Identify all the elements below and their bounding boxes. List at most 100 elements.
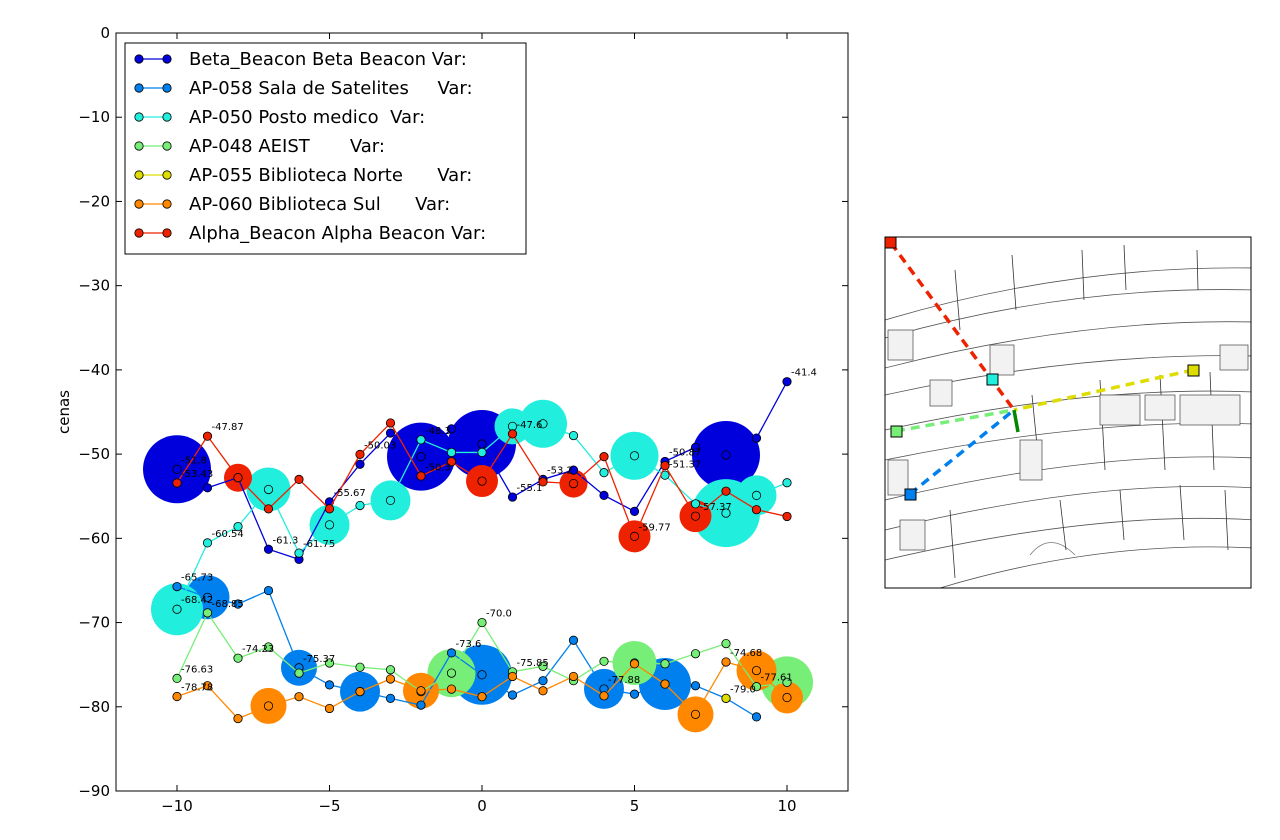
data-label-12: -55.67 <box>334 488 366 499</box>
data-label-2: -47.87 <box>212 422 244 433</box>
point-s0-0 <box>172 464 182 474</box>
point-s6-7 <box>385 418 396 428</box>
point-s6-2 <box>233 473 243 483</box>
data-label-25: -50.87 <box>669 447 701 458</box>
point-s1-19 <box>751 712 762 722</box>
point-s0-8 <box>416 452 426 462</box>
data-label-4: -68.42 <box>181 595 213 606</box>
data-label-29: -79.0 <box>730 684 756 695</box>
point-s5-4 <box>294 692 304 702</box>
point-s0-10 <box>477 439 487 449</box>
point-s2-0 <box>172 604 182 614</box>
point-s3-4 <box>294 668 304 678</box>
point-s5-20 <box>782 692 792 703</box>
floorplan-marker-ap050 <box>986 373 999 386</box>
legend-entry-6: Alpha_Beacon Alpha Beacon Var: <box>189 223 486 244</box>
point-s6-8 <box>416 471 426 481</box>
y-tick-label-3: −30 <box>78 277 110 295</box>
point-s0-14 <box>599 490 609 500</box>
point-s3-0 <box>172 673 182 683</box>
floorplan-marker-alpha-beacon <box>885 237 897 249</box>
point-s2-14 <box>599 468 609 478</box>
point-s6-18 <box>721 486 731 496</box>
point-s3-14 <box>599 656 609 666</box>
point-s0-18 <box>721 450 731 460</box>
data-label-1: -53.43 <box>181 469 213 480</box>
point-s2-6 <box>355 500 365 511</box>
floorplan-inset <box>884 236 1252 589</box>
point-s2-4 <box>294 548 304 558</box>
point-s6-13 <box>568 478 579 489</box>
point-s3-5 <box>324 658 335 668</box>
point-s3-7 <box>385 665 396 675</box>
point-s2-9 <box>446 447 457 458</box>
point-s0-3 <box>263 544 274 554</box>
point-s1-17 <box>690 681 701 691</box>
point-s5-3 <box>263 701 274 711</box>
point-s6-1 <box>202 431 213 441</box>
point-s5-11 <box>507 671 518 682</box>
y-tick-label-4: −40 <box>78 361 110 379</box>
data-label-21: -75.85 <box>517 658 549 669</box>
x-tick-label-0: −10 <box>161 797 193 815</box>
point-s2-19 <box>751 490 762 500</box>
legend-entry-4: AP-055 Biblioteca Norte Var: <box>189 165 472 186</box>
point-s1-5 <box>324 680 335 690</box>
point-s1-2 <box>233 599 243 609</box>
point-s5-6 <box>355 687 365 697</box>
legend: Beta_Beacon Beta Beacon Var: AP-058 Sala … <box>124 42 527 255</box>
data-label-18: -70.0 <box>486 609 512 620</box>
point-s5-17 <box>690 709 701 719</box>
data-label-17: -73.6 <box>456 639 482 650</box>
floorplan-marker-ap058 <box>904 488 917 501</box>
point-s2-2 <box>233 521 243 532</box>
point-s3-20 <box>782 677 792 687</box>
point-s1-11 <box>507 690 518 700</box>
point-s6-15 <box>629 531 640 541</box>
point-s0-19 <box>751 433 762 443</box>
point-s5-13 <box>568 671 579 682</box>
point-s1-0 <box>172 581 182 592</box>
data-label-22: -53.2 <box>547 465 573 476</box>
point-s2-10 <box>477 447 487 458</box>
point-s6-19 <box>751 505 762 515</box>
data-label-16: -50.3 <box>425 463 451 474</box>
point-s1-1 <box>202 592 213 602</box>
point-s1-3 <box>263 585 274 596</box>
data-label-9: -74.23 <box>242 644 274 655</box>
data-label-10: -61.3 <box>273 535 299 546</box>
y-tick-label-7: −70 <box>78 614 110 632</box>
point-s3-2 <box>233 653 243 663</box>
data-label-3: -65.73 <box>181 573 213 584</box>
point-s6-3 <box>263 504 274 514</box>
point-s1-8 <box>416 700 426 710</box>
y-tick-label-8: −80 <box>78 698 110 716</box>
data-label-24: -59.77 <box>639 522 671 533</box>
point-s2-15 <box>629 451 640 461</box>
point-s0-9 <box>446 424 457 434</box>
point-s2-11 <box>507 421 518 431</box>
data-label-20: -55.1 <box>517 483 543 494</box>
point-s5-8 <box>416 686 426 696</box>
y-tick-label-6: −60 <box>78 529 110 547</box>
point-s4-18 <box>721 693 731 703</box>
point-s6-5 <box>324 504 335 514</box>
point-s1-9 <box>446 648 457 658</box>
x-tick-label-1: −5 <box>318 797 340 815</box>
point-s2-20 <box>782 478 792 488</box>
point-s5-1 <box>202 681 213 691</box>
point-s0-15 <box>629 506 640 516</box>
data-label-14: -50.03 <box>364 440 396 451</box>
data-label-23: -77.88 <box>608 675 640 686</box>
point-s0-7 <box>385 428 396 438</box>
y-tick-label-2: −20 <box>78 192 110 210</box>
point-s1-7 <box>385 693 396 703</box>
point-s2-12 <box>538 419 548 429</box>
point-s5-16 <box>660 679 670 689</box>
x-tick-label-3: 5 <box>630 797 640 815</box>
point-s3-16 <box>660 659 670 669</box>
point-s1-10 <box>477 670 487 680</box>
data-label-15: -48.3 <box>425 426 451 437</box>
point-s2-13 <box>568 430 579 441</box>
